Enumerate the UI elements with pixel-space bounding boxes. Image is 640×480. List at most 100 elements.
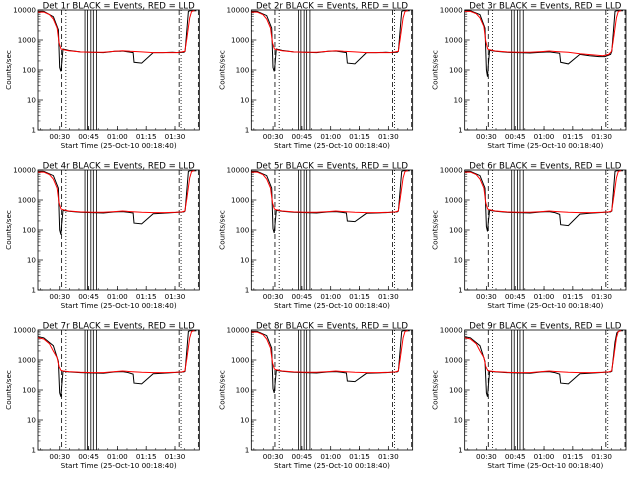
- y-axis-label: Counts/sec: [431, 50, 440, 90]
- y-tick-label: 1000: [231, 356, 250, 365]
- y-tick-label: 1000: [231, 196, 250, 205]
- series-events-line: [464, 10, 624, 77]
- y-tick-label: 10: [454, 256, 464, 265]
- series-lld-line: [38, 330, 195, 374]
- x-tick-label: 00:45: [505, 452, 526, 461]
- x-tick-label: 01:30: [591, 452, 612, 461]
- x-tick-label: 00:30: [476, 292, 497, 301]
- y-tick-label: 10000: [226, 166, 249, 175]
- x-tick-label: 01:30: [165, 132, 186, 141]
- y-axis-label: Counts/sec: [431, 370, 440, 410]
- x-tick-label: 01:00: [534, 132, 555, 141]
- x-tick-label: 01:00: [320, 132, 341, 141]
- y-tick-label: 1000: [18, 196, 37, 205]
- y-tick-label: 1000: [18, 356, 37, 365]
- y-tick-label: 10: [27, 256, 37, 265]
- series-events-line: [251, 10, 410, 72]
- series-events-line: [251, 330, 410, 394]
- x-axis-label: Start Time (25-Oct-10 00:18:40): [61, 461, 177, 470]
- y-tick-label: 10000: [13, 166, 36, 175]
- series-lld-line: [251, 170, 409, 214]
- x-axis-label: Start Time (25-Oct-10 00:18:40): [274, 301, 390, 310]
- series-events-line: [38, 330, 197, 397]
- y-tick-label: 10: [240, 256, 250, 265]
- series-events-line: [38, 170, 197, 235]
- y-tick-label: 10: [454, 416, 464, 425]
- x-tick-label: 01:30: [378, 452, 399, 461]
- y-tick-label: 100: [449, 66, 463, 75]
- x-tick-label: 00:30: [263, 452, 284, 461]
- plot-frame: [37, 9, 200, 131]
- y-tick-label: 10: [240, 416, 250, 425]
- x-axis-label: Start Time (25-Oct-10 00:18:40): [487, 141, 603, 150]
- series-lld-line: [464, 330, 622, 374]
- y-axis-label: Counts/sec: [4, 370, 13, 410]
- x-tick-label: 00:45: [292, 292, 313, 301]
- y-tick-label: 10: [240, 96, 250, 105]
- y-tick-label: 100: [22, 226, 36, 235]
- y-axis-label: Counts/sec: [4, 50, 13, 90]
- y-tick-label: 1: [245, 446, 250, 455]
- y-tick-label: 10: [27, 96, 37, 105]
- x-tick-label: 00:30: [49, 292, 70, 301]
- y-tick-label: 100: [449, 386, 463, 395]
- y-axis-label: Counts/sec: [4, 210, 13, 250]
- x-tick-label: 01:00: [107, 132, 128, 141]
- plot-frame: [250, 329, 414, 451]
- y-tick-label: 1: [245, 286, 250, 295]
- y-tick-label: 10000: [226, 326, 249, 335]
- y-tick-label: 1: [245, 126, 250, 135]
- x-tick-label: 00:45: [292, 132, 313, 141]
- x-tick-label: 00:45: [505, 292, 526, 301]
- detector-panel-6: Det 6r BLACK = Events, RED = LLD 1 10 100 10…: [431, 162, 627, 310]
- x-tick-label: 01:00: [320, 452, 341, 461]
- x-axis-label: Start Time (25-Oct-10 00:18:40): [61, 301, 177, 310]
- y-axis-label: Counts/sec: [217, 370, 226, 410]
- x-tick-label: 01:30: [378, 292, 399, 301]
- panel-title: Det 5r BLACK = Events, RED = LLD: [256, 162, 408, 172]
- y-tick-label: 1: [31, 126, 36, 135]
- detector-panel-2: Det 2r BLACK = Events, RED = LLD 1 10 100 10…: [217, 2, 414, 150]
- y-tick-label: 10000: [13, 6, 36, 15]
- x-axis-label: Start Time (25-Oct-10 00:18:40): [487, 461, 603, 470]
- x-tick-label: 00:30: [476, 452, 497, 461]
- series-lld-line: [464, 10, 622, 57]
- x-tick-label: 01:00: [534, 452, 555, 461]
- y-tick-label: 10000: [226, 6, 249, 15]
- detector-panel-1: Det 1r BLACK = Events, RED = LLD 1 10 100 10…: [4, 2, 200, 150]
- x-tick-label: 01:30: [165, 452, 186, 461]
- y-tick-label: 10000: [440, 6, 463, 15]
- series-lld-line: [38, 170, 195, 214]
- x-tick-label: 01:15: [349, 292, 370, 301]
- x-tick-label: 01:15: [136, 452, 157, 461]
- x-tick-label: 00:45: [292, 452, 313, 461]
- x-tick-label: 00:30: [263, 132, 284, 141]
- panel-title: Det 7r BLACK = Events, RED = LLD: [43, 322, 195, 332]
- y-tick-label: 100: [22, 386, 36, 395]
- panel-title: Det 9r BLACK = Events, RED = LLD: [469, 322, 621, 332]
- y-tick-label: 10000: [440, 166, 463, 175]
- x-tick-label: 01:30: [591, 132, 612, 141]
- y-tick-label: 10000: [440, 326, 463, 335]
- panel-title: Det 1r BLACK = Events, RED = LLD: [43, 2, 195, 12]
- y-tick-label: 100: [236, 226, 250, 235]
- x-tick-label: 00:45: [78, 132, 99, 141]
- x-tick-label: 00:30: [263, 292, 284, 301]
- y-axis-label: Counts/sec: [431, 210, 440, 250]
- plot-frame: [250, 169, 414, 291]
- x-tick-label: 01:30: [591, 292, 612, 301]
- panel-title: Det 2r BLACK = Events, RED = LLD: [256, 2, 408, 12]
- x-tick-label: 00:45: [78, 292, 99, 301]
- series-lld-line: [251, 330, 409, 374]
- x-tick-label: 01:15: [349, 452, 370, 461]
- x-tick-label: 00:45: [78, 452, 99, 461]
- series-lld-line: [464, 170, 622, 214]
- x-tick-label: 00:30: [476, 132, 497, 141]
- x-tick-label: 01:15: [136, 292, 157, 301]
- plot-frame: [37, 329, 200, 451]
- detector-panel-3: Det 3r BLACK = Events, RED = LLD 1 10 100 10…: [431, 2, 627, 150]
- x-tick-label: 00:30: [49, 132, 70, 141]
- y-tick-label: 1: [458, 126, 463, 135]
- panel-title: Det 8r BLACK = Events, RED = LLD: [256, 322, 408, 332]
- y-tick-label: 1000: [444, 36, 463, 45]
